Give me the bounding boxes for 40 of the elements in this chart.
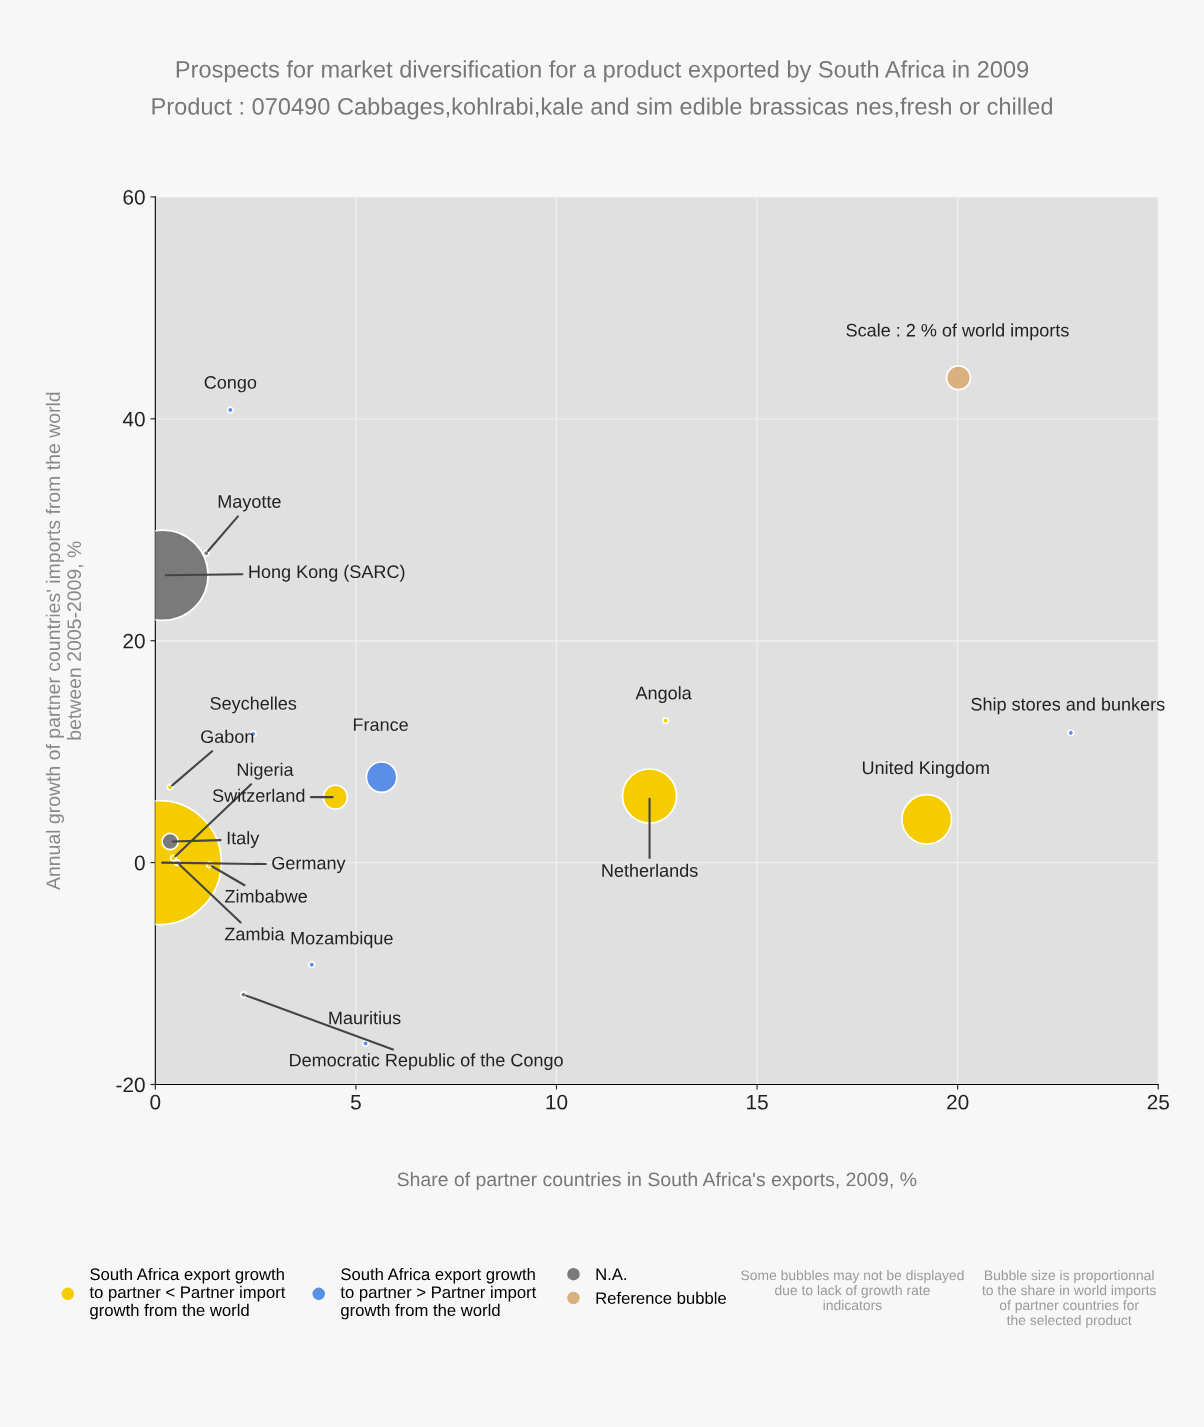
- annotation: Mauritius: [329, 1011, 401, 1025]
- annotation: Netherlands: [602, 863, 698, 877]
- annotation: Seychelles: [210, 696, 297, 714]
- annotation: Germany: [272, 856, 346, 874]
- legend-label: South Africa export growth to partner > Partner import growth from the world: [340, 1267, 537, 1320]
- annotation: United Kingdom: [862, 760, 989, 778]
- annotation: Ship stores and bunkers: [971, 697, 1165, 715]
- annotation: Italy: [227, 831, 260, 848]
- text: Some bubbles may not be displayed due to lack of growth rate indicators: [741, 1270, 964, 1311]
- text: Bubble size is proportionnal to the share in world imports of partner countries for the selected product: [982, 1270, 1156, 1328]
- annotation: Zimbabwe: [225, 889, 307, 903]
- y-tick-label: 60: [123, 189, 145, 205]
- y-tick-label: 20: [123, 633, 145, 649]
- annotation: Congo: [204, 376, 257, 393]
- annotation: Angola: [635, 686, 692, 704]
- y-tick-label: -20: [116, 1077, 145, 1093]
- x-tick-label: 5: [350, 1095, 361, 1110]
- annotation: Mozambique: [291, 931, 393, 949]
- x-tick-label: 20: [947, 1094, 969, 1110]
- annotation: Zambia: [224, 927, 285, 941]
- chart-subtitle: Product : 070490 Cabbages,kohlrabi,kale and sim edible brassicas nes,fresh or chilled: [152, 97, 1052, 120]
- x-tick-label: 25: [1147, 1094, 1169, 1110]
- legend-label: N.A.: [596, 1268, 627, 1280]
- x-tick-label: 10: [546, 1094, 568, 1110]
- x-tick-label: 15: [747, 1095, 768, 1110]
- y-axis-title: Annual growth of partner countries' imports from the world between 2005-2009, %: [45, 392, 84, 891]
- annotation: Nigeria: [237, 762, 294, 780]
- annotation: France: [353, 718, 408, 732]
- y-tick-label: 40: [122, 411, 145, 427]
- legend-label: South Africa export growth to partner < Partner import growth from the world: [89, 1267, 286, 1320]
- annotation: Gabon: [201, 729, 254, 744]
- annotation: Scale : 2 % of world imports: [846, 323, 1069, 341]
- annotation: Democratic Republic of the Congo: [290, 1053, 563, 1071]
- y-tick-label: 0: [134, 855, 145, 871]
- x-tick-label: 0: [150, 1094, 161, 1110]
- x-axis-title: Share of partner countries in South Africa's exports, 2009, %: [397, 1172, 917, 1191]
- annotation: Hong Kong (SARC): [249, 564, 405, 582]
- legend-label: Reference bubble: [596, 1291, 726, 1305]
- annotation: Mayotte: [218, 495, 281, 512]
- chart-title: Prospects for market diversification for a product exported by South Africa in 2009: [176, 60, 1029, 83]
